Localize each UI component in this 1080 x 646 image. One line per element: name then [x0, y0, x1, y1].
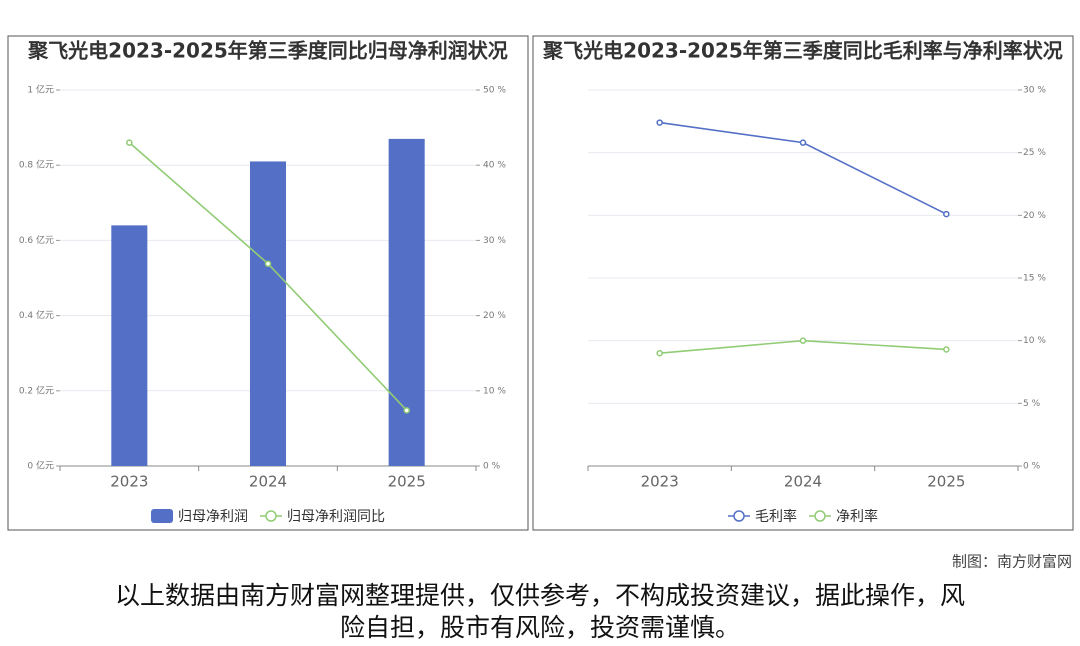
x-tick-label: 2025: [388, 473, 426, 491]
chart-panel: 聚飞光电2023-2025年第三季度同比归母净利润状况 0 亿元 0.2 亿元 0.4…: [19, 39, 508, 526]
disclaimer: 险自担，股市有风险，投资需谨慎。: [340, 613, 740, 642]
chart-title: 聚飞光电2023-2025年第三季度同比归母净利润状况: [27, 39, 508, 63]
point: [126, 139, 133, 146]
x-tick-label: 2025: [927, 473, 965, 491]
y-tick-label: 40 %: [483, 161, 506, 171]
panel-frame: [532, 35, 1074, 531]
chart-panel: 聚飞光电2023-2025年第三季度同比毛利率与净利率状况 0 % 5 % 10 % 1…: [542, 39, 1063, 526]
y-tick-label: 25 %: [1023, 148, 1046, 158]
credit: 制图：南方财富网: [952, 553, 1072, 571]
y-tick-label: 30 %: [1023, 86, 1046, 96]
y-tick-label: 20 %: [483, 311, 506, 321]
legend-label: 归母净利润: [178, 508, 248, 525]
y-tick-label: 0.2 亿元: [19, 384, 54, 396]
legend-swatch: [733, 510, 745, 522]
line: [659, 121, 947, 215]
bar: [111, 225, 148, 466]
point: [943, 346, 950, 353]
bar: [249, 161, 287, 466]
point: [799, 139, 807, 146]
x-tick-label: 2024: [249, 473, 287, 491]
legend: 归母净利润 归母净利润同比: [151, 508, 385, 525]
legend-swatch: [151, 509, 173, 523]
legend-swatch: [265, 510, 277, 522]
point: [403, 407, 410, 414]
point: [943, 210, 950, 218]
x-tick-label: 2024: [784, 473, 822, 491]
point: [656, 349, 663, 357]
point: [799, 337, 807, 344]
legend-label: 净利率: [836, 508, 878, 525]
point: [656, 119, 663, 126]
y-tick-label: 10 %: [1023, 336, 1046, 346]
x-tick-label: 2023: [641, 473, 679, 491]
x-tick-label: 2023: [110, 473, 148, 491]
legend-label: 毛利率: [755, 508, 797, 525]
y-tick-label: 20 %: [1023, 211, 1046, 221]
chart-title: 聚飞光电2023-2025年第三季度同比毛利率与净利率状况: [542, 39, 1063, 63]
y-tick-label: 0 %: [483, 462, 501, 472]
y-tick-label: 1 亿元: [27, 84, 54, 96]
y-tick-label: 30 %: [483, 236, 506, 246]
y-tick-label: 0 亿元: [27, 460, 54, 472]
y-tick-label: 15 %: [1023, 274, 1046, 284]
y-tick-label: 5 %: [1023, 399, 1041, 409]
y-tick-label: 0.4 亿元: [19, 309, 54, 321]
legend-label: 归母净利润同比: [287, 508, 385, 525]
y-tick-label: 0.6 亿元: [19, 234, 54, 246]
bar: [388, 138, 425, 466]
legend-swatch: [814, 510, 826, 522]
point: [264, 260, 272, 267]
panel-frame: [7, 35, 529, 531]
legend: 毛利率 净利率: [728, 508, 878, 525]
y-tick-label: 10 %: [483, 386, 506, 396]
disclaimer: 以上数据由南方财富网整理提供，仅供参考，不构成投资建议，据此操作，风: [115, 581, 965, 610]
y-tick-label: 50 %: [483, 86, 506, 96]
y-tick-label: 0.8 亿元: [19, 159, 54, 171]
y-tick-label: 0 %: [1023, 462, 1041, 472]
